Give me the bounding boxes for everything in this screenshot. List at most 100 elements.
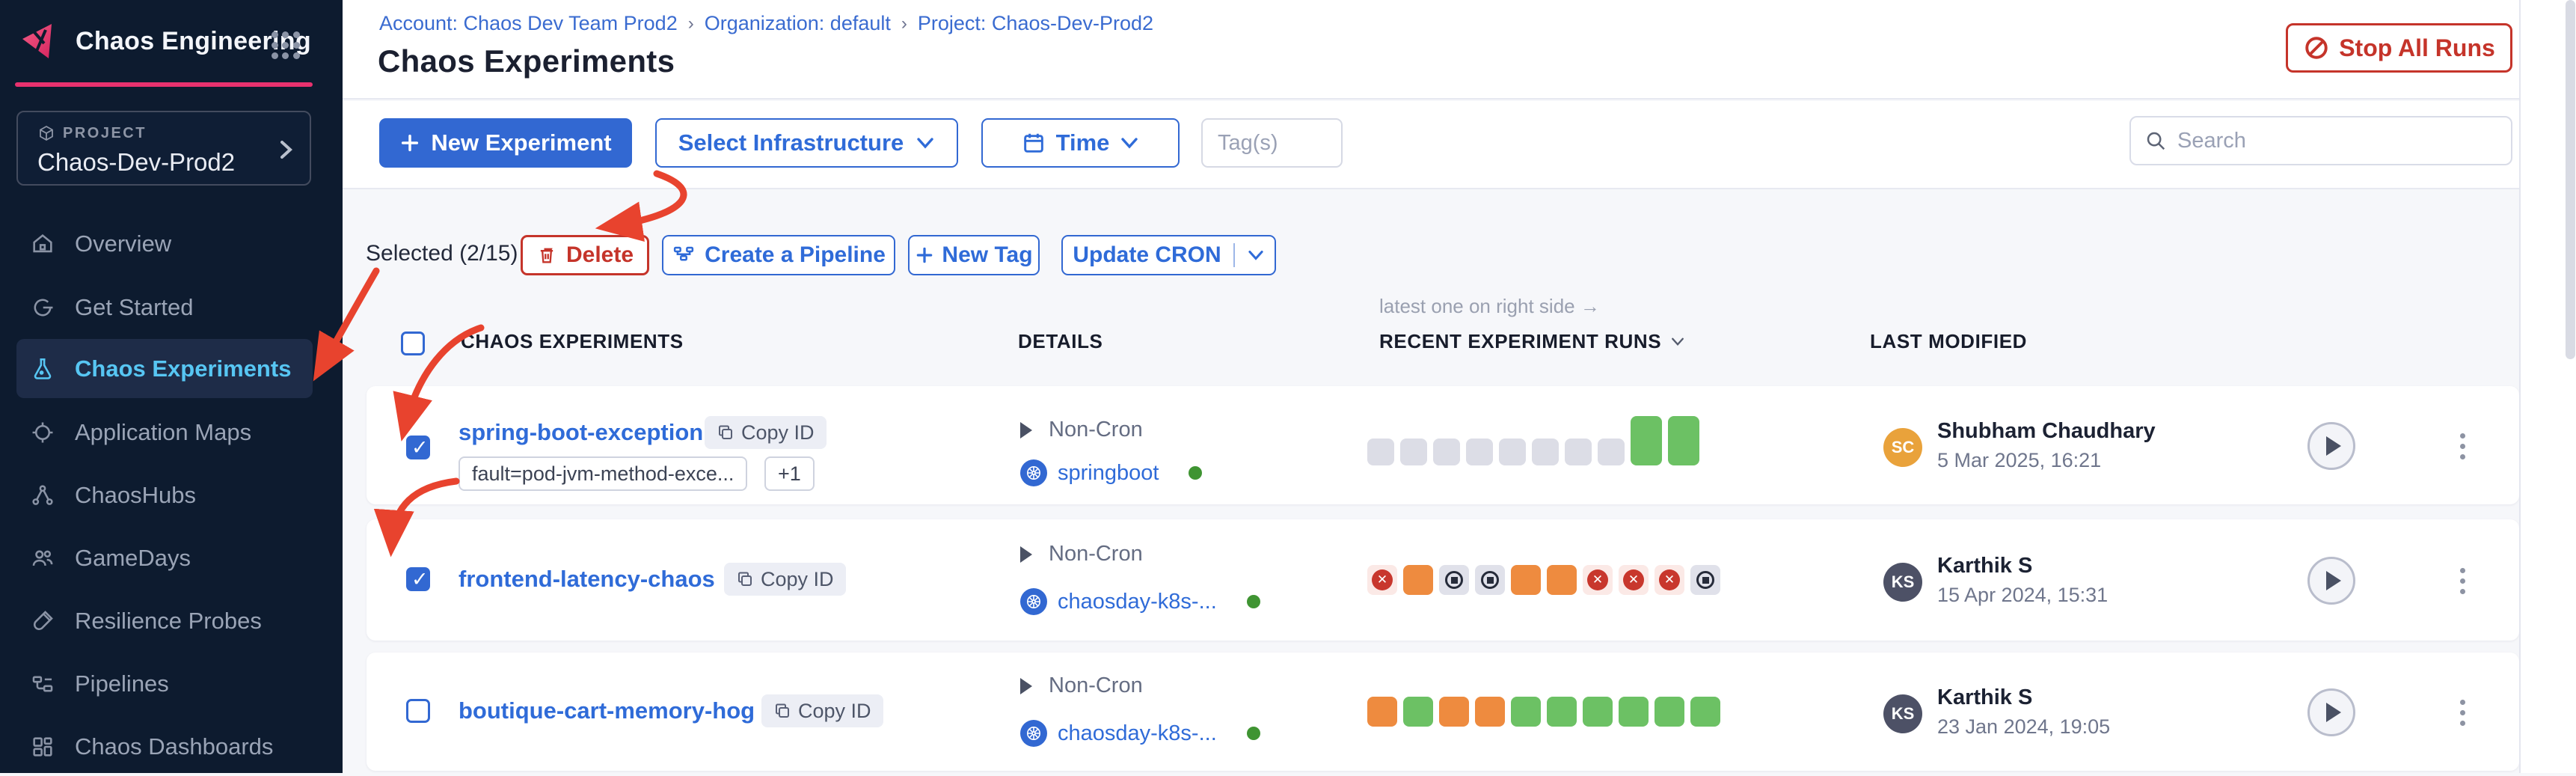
tags-filter-input[interactable]	[1201, 118, 1343, 168]
search-box[interactable]	[2129, 116, 2512, 165]
experiment-name-link[interactable]: frontend-latency-chaos	[459, 566, 715, 592]
schedule-label: Non-Cron	[1049, 418, 1143, 442]
delete-button[interactable]: Delete	[521, 235, 649, 275]
run-experiment-button[interactable]	[2307, 688, 2355, 736]
row-menu-button[interactable]	[2447, 690, 2477, 735]
new-tag-button[interactable]: New Tag	[908, 235, 1040, 275]
schedule-type[interactable]: Non-Cron	[1020, 542, 1143, 566]
run-chip-success[interactable]	[1655, 697, 1684, 727]
search-input[interactable]	[2177, 128, 2497, 153]
row-checkbox[interactable]	[406, 436, 430, 459]
infrastructure-link[interactable]: chaosday-k8s-...	[1020, 720, 1260, 747]
run-chip-empty[interactable]	[1532, 439, 1559, 465]
run-chip-empty[interactable]	[1499, 439, 1526, 465]
run-chip-success[interactable]	[1403, 697, 1433, 727]
sidebar-item-overview[interactable]: Overview	[16, 214, 313, 273]
dashboard-icon	[33, 736, 52, 757]
copy-id-button[interactable]: Copy ID	[761, 694, 883, 727]
selected-count-label: Selected (2/15)	[366, 241, 518, 266]
calendar-icon	[1023, 133, 1043, 153]
delete-label: Delete	[565, 242, 634, 267]
module-grid-icon[interactable]	[272, 31, 300, 59]
run-chip-empty[interactable]	[1400, 439, 1427, 465]
update-cron-button[interactable]: Update CRON	[1061, 235, 1276, 275]
run-chip-warning[interactable]	[1547, 565, 1577, 595]
copy-id-button[interactable]: Copy ID	[724, 563, 846, 596]
schedule-type[interactable]: Non-Cron	[1020, 673, 1143, 698]
run-chip-success[interactable]	[1690, 697, 1720, 727]
infrastructure-link[interactable]: springboot	[1020, 459, 1203, 486]
row-menu-button[interactable]	[2447, 558, 2477, 603]
play-icon	[2325, 703, 2341, 722]
infrastructure-link[interactable]: chaosday-k8s-...	[1020, 588, 1260, 615]
home-icon	[33, 233, 52, 252]
copy-id-label: Copy ID	[741, 421, 815, 444]
select-all-checkbox[interactable]	[401, 332, 425, 355]
people-icon	[32, 550, 53, 566]
run-experiment-button[interactable]	[2307, 557, 2355, 605]
run-chip-success[interactable]	[1511, 697, 1541, 727]
run-chip-empty[interactable]	[1466, 439, 1493, 465]
sidebar-item-label: Chaos Experiments	[75, 355, 292, 382]
col-header-runs[interactable]: RECENT EXPERIMENT RUNS	[1379, 330, 1685, 353]
pipeline-icon	[673, 246, 694, 261]
breadcrumb-project[interactable]: Project: Chaos-Dev-Prod2	[917, 12, 1154, 34]
run-chip-warning[interactable]	[1511, 565, 1541, 595]
row-menu-button[interactable]	[2447, 424, 2477, 468]
accent-divider	[15, 82, 313, 87]
run-chip-success-big[interactable]	[1631, 416, 1662, 465]
run-chip-stopped[interactable]	[1439, 565, 1469, 595]
project-selector[interactable]: PROJECT Chaos-Dev-Prod2	[16, 111, 311, 186]
run-chip-failed[interactable]: ✕	[1619, 565, 1649, 595]
create-pipeline-button[interactable]: Create a Pipeline	[662, 235, 895, 275]
sidebar-item-chaos-dashboards[interactable]: Chaos Dashboards	[16, 717, 313, 776]
sidebar-item-application-maps[interactable]: Application Maps	[16, 403, 313, 462]
select-infrastructure-dropdown[interactable]: Select Infrastructure	[655, 118, 958, 168]
recent-runs-strip	[1367, 416, 1699, 465]
schedule-type[interactable]: Non-Cron	[1020, 418, 1143, 442]
run-chip-warning[interactable]	[1439, 697, 1469, 727]
sidebar-item-get-started[interactable]: Get Started	[16, 278, 313, 337]
stop-all-runs-button[interactable]: Stop All Runs	[2286, 23, 2512, 73]
sidebar-item-label: Overview	[75, 230, 172, 257]
run-chip-empty[interactable]	[1433, 439, 1460, 465]
sidebar-item-chaoshubs[interactable]: ChaosHubs	[16, 465, 313, 525]
run-chip-success[interactable]	[1583, 697, 1613, 727]
run-chip-empty[interactable]	[1598, 439, 1625, 465]
run-chip-success[interactable]	[1547, 697, 1577, 727]
run-chip-success-big[interactable]	[1668, 416, 1699, 465]
run-chip-warning[interactable]	[1475, 697, 1505, 727]
experiment-tag-more[interactable]: +1	[764, 456, 815, 491]
create-pipeline-label: Create a Pipeline	[705, 242, 886, 267]
breadcrumb-account[interactable]: Account: Chaos Dev Team Prod2	[379, 12, 678, 34]
breadcrumb-org[interactable]: Organization: default	[704, 12, 891, 34]
page-title: Chaos Experiments	[378, 43, 675, 79]
sidebar-item-chaos-experiments[interactable]: Chaos Experiments	[16, 339, 313, 398]
run-chip-warning[interactable]	[1367, 697, 1397, 727]
col-header-experiments: CHAOS EXPERIMENTS	[461, 330, 684, 352]
sidebar-item-resilience-probes[interactable]: Resilience Probes	[16, 591, 313, 650]
copy-id-button[interactable]: Copy ID	[705, 416, 827, 449]
avatar: KS	[1883, 694, 1922, 733]
run-chip-empty[interactable]	[1565, 439, 1592, 465]
run-chip-failed[interactable]: ✕	[1655, 565, 1684, 595]
experiment-name-link[interactable]: spring-boot-exception	[459, 419, 704, 445]
run-chip-failed[interactable]: ✕	[1583, 565, 1613, 595]
row-checkbox[interactable]	[406, 699, 430, 723]
experiment-name-link[interactable]: boutique-cart-memory-hog	[459, 697, 755, 724]
new-experiment-button[interactable]: New Experiment	[379, 118, 632, 168]
sidebar-item-pipelines[interactable]: Pipelines	[16, 654, 313, 713]
row-checkbox[interactable]	[406, 567, 430, 591]
run-chip-stopped[interactable]	[1475, 565, 1505, 595]
run-chip-stopped[interactable]	[1690, 565, 1720, 595]
scrollbar-thumb[interactable]	[2566, 0, 2575, 359]
run-chip-warning[interactable]	[1403, 565, 1433, 595]
run-chip-empty[interactable]	[1367, 439, 1394, 465]
run-chip-success[interactable]	[1619, 697, 1649, 727]
copy-icon	[719, 425, 732, 439]
sidebar-item-gamedays[interactable]: GameDays	[16, 528, 313, 587]
time-filter-dropdown[interactable]: Time	[981, 118, 1180, 168]
run-chip-failed[interactable]: ✕	[1367, 565, 1397, 595]
time-label: Time	[1055, 129, 1110, 156]
run-experiment-button[interactable]	[2307, 422, 2355, 470]
